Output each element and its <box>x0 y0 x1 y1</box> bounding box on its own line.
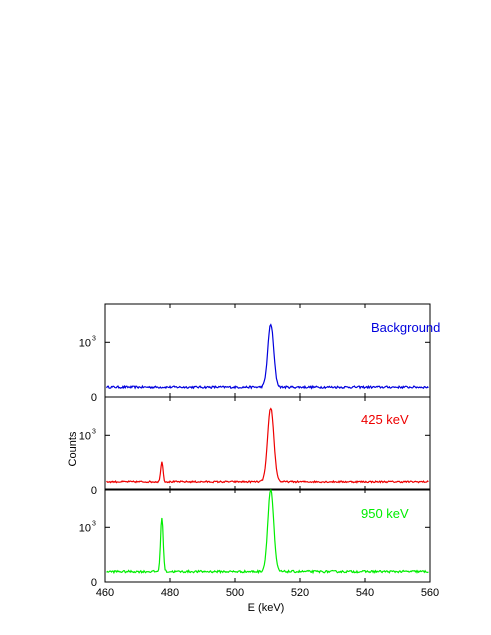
y-axis-label: Counts <box>67 431 79 466</box>
y-tick-label-exponent: 3 <box>92 520 96 527</box>
y-tick-label: 0 <box>91 485 97 497</box>
series-label: 425 keV <box>361 412 409 427</box>
panel-2: 0 10 3 950 keV <box>79 488 431 589</box>
x-tick-label: 460 <box>96 587 114 599</box>
series-line-0 <box>106 323 429 390</box>
y-tick-label-exponent: 3 <box>92 428 96 435</box>
y-tick-label-exponent: 3 <box>92 335 96 342</box>
series-label: Background <box>371 320 440 335</box>
x-tick-label: 520 <box>291 587 309 599</box>
x-axis-label: E (keV) <box>248 602 285 614</box>
x-tick-label: 480 <box>161 587 179 599</box>
panel-frame <box>104 488 431 583</box>
y-tick-label: 0 <box>91 392 97 404</box>
x-tick-label: 560 <box>421 587 439 599</box>
x-tick-label: 500 <box>226 587 244 599</box>
y-tick-label: 10 <box>79 337 91 349</box>
panel-frame <box>104 396 431 491</box>
x-axis-ticks: 460 480 500 520 540 560 <box>96 587 439 599</box>
series-line-1 <box>106 407 429 484</box>
series-label: 950 keV <box>361 506 409 521</box>
y-tick-label: 10 <box>79 522 91 534</box>
y-tick-label: 10 <box>79 430 91 442</box>
panel-0: 0 10 3 Background <box>79 303 440 404</box>
series-line-2 <box>106 489 429 575</box>
panel-1: 0 10 3 425 keV <box>79 396 431 497</box>
y-tick-label: 0 <box>91 577 97 589</box>
x-tick-label: 540 <box>356 587 374 599</box>
